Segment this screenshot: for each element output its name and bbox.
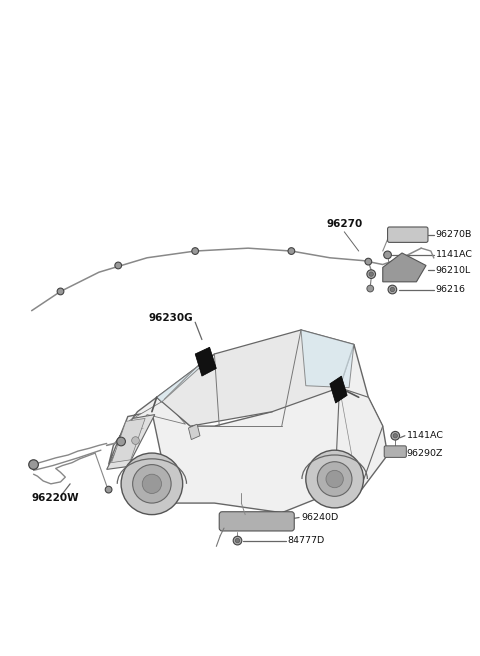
Text: 96270B: 96270B <box>436 230 472 239</box>
FancyBboxPatch shape <box>384 446 407 457</box>
Polygon shape <box>383 253 426 282</box>
Circle shape <box>367 270 375 278</box>
Text: 96216: 96216 <box>436 285 466 294</box>
Polygon shape <box>335 388 383 493</box>
Circle shape <box>306 450 363 508</box>
Circle shape <box>365 258 372 265</box>
Circle shape <box>393 434 397 438</box>
Polygon shape <box>195 347 216 376</box>
Text: 96230G: 96230G <box>149 314 193 323</box>
Polygon shape <box>156 354 215 402</box>
Text: 96270: 96270 <box>326 219 362 229</box>
Text: 96210L: 96210L <box>436 266 471 275</box>
Text: 84777D: 84777D <box>288 536 325 545</box>
Circle shape <box>326 470 343 487</box>
Circle shape <box>29 460 38 470</box>
Circle shape <box>115 262 121 269</box>
FancyBboxPatch shape <box>387 227 428 242</box>
Circle shape <box>317 462 352 497</box>
Circle shape <box>288 248 295 255</box>
Text: 1141AC: 1141AC <box>407 431 444 440</box>
Circle shape <box>192 248 199 255</box>
Circle shape <box>132 437 139 444</box>
Text: 1141AC: 1141AC <box>436 251 473 259</box>
Polygon shape <box>301 330 354 388</box>
Circle shape <box>388 285 396 294</box>
Circle shape <box>235 539 240 543</box>
Circle shape <box>117 437 125 446</box>
Text: 96220W: 96220W <box>32 493 79 503</box>
Polygon shape <box>113 400 186 462</box>
Polygon shape <box>156 330 354 426</box>
Circle shape <box>142 474 161 493</box>
Circle shape <box>105 486 112 493</box>
Polygon shape <box>330 376 347 403</box>
Circle shape <box>233 536 242 545</box>
Circle shape <box>390 287 395 292</box>
Circle shape <box>384 251 391 258</box>
FancyBboxPatch shape <box>219 512 294 531</box>
Text: 96240D: 96240D <box>301 513 338 522</box>
Polygon shape <box>111 419 145 462</box>
Text: 96290Z: 96290Z <box>407 449 444 457</box>
Polygon shape <box>108 330 387 513</box>
Circle shape <box>367 285 373 292</box>
Circle shape <box>57 288 64 295</box>
Circle shape <box>369 272 373 276</box>
Circle shape <box>391 432 399 440</box>
Polygon shape <box>107 415 155 470</box>
Polygon shape <box>189 424 200 440</box>
Circle shape <box>121 453 183 514</box>
Circle shape <box>132 464 171 503</box>
